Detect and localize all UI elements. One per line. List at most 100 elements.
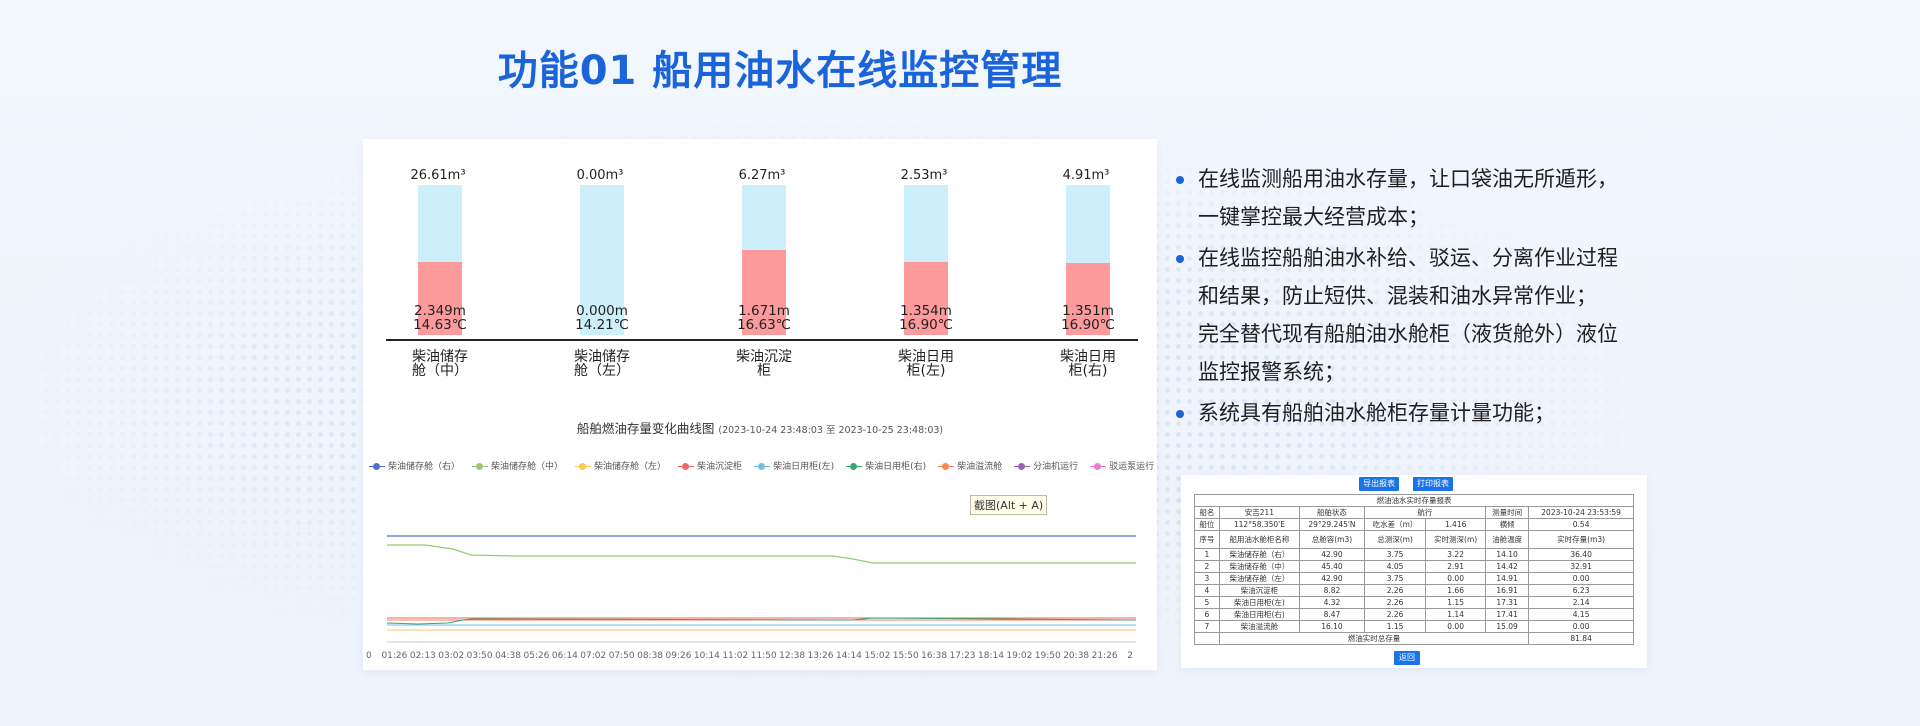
legend-item[interactable]: 驳运泵运行	[1090, 459, 1154, 472]
legend-item[interactable]: 柴油日用柜(右)	[846, 459, 926, 472]
line-chart-legend: 柴油储存舱（右） 柴油储存舱（中） 柴油储存舱（左） 柴油沉淀柜 柴油日用柜(左) 柴油日…	[363, 459, 1157, 472]
export-report-button[interactable]: 导出报表	[1359, 477, 1399, 491]
x-axis-tick-label: 21:26	[1092, 651, 1118, 661]
back-button[interactable]: 返回	[1394, 651, 1420, 665]
line-chart-title-text: 船舶燃油存量变化曲线图	[576, 421, 715, 436]
tank-fill	[418, 261, 462, 335]
tank-temp: 16.63℃	[737, 317, 791, 333]
report-data-cell: 3.22	[1425, 548, 1486, 561]
x-axis-tick-label: 19:50	[1035, 651, 1061, 661]
tank-volume: 0.00m³	[576, 168, 624, 183]
legend-item[interactable]: 柴油溢流舱	[938, 459, 1002, 472]
tank-name-line1: 柴油沉淀	[736, 349, 792, 365]
report-info-cell: 2023-10-24 23:53:59	[1528, 506, 1634, 519]
report-header-cell: 实时测深(m)	[1425, 530, 1486, 549]
tank-gauge[interactable]: 2.53m³ 1.354m 16.90℃ 柴油日用 柜(左)	[884, 139, 964, 389]
report-total-label: 燃油实时总存量	[1218, 632, 1530, 645]
tank-gauge[interactable]: 6.27m³ 1.671m 16.63℃ 柴油沉淀 柜	[722, 139, 802, 389]
x-axis-tick-label: 11:02	[722, 651, 748, 661]
feature-bullet: 一键掌控最大经营成本；	[1198, 205, 1429, 229]
x-axis-tick-label: 04:38	[495, 651, 521, 661]
print-report-button[interactable]: 打印报表	[1413, 477, 1453, 491]
report-data-cell: 14.42	[1484, 560, 1530, 573]
report-info-cell: 112°58.350'E	[1218, 518, 1301, 531]
report-data-cell: 4.05	[1363, 560, 1427, 573]
legend-item[interactable]: 分油机运行	[1014, 459, 1078, 472]
x-axis-tick-label: 07:02	[580, 651, 606, 661]
tank-body	[742, 185, 786, 335]
report-data-row: 6 柴油日用柜(右) 8.47 2.26 1.14 17.41 4.15	[1194, 608, 1634, 621]
legend-label: 柴油储存舱（右）	[388, 462, 461, 472]
report-data-cell: 32.91	[1528, 560, 1634, 573]
x-axis-tick-label: 07:50	[609, 651, 635, 661]
tank-body	[418, 185, 462, 335]
x-axis-tick-label: 16:38	[921, 651, 947, 661]
report-data-cell: 36.40	[1528, 548, 1634, 561]
x-axis-tick-label: 03:02	[438, 651, 464, 661]
tank-baseline	[386, 339, 1138, 341]
report-data-cell: 4.32	[1299, 596, 1365, 609]
legend-label: 驳运泵运行	[1109, 462, 1155, 472]
report-info-cell: 船名	[1194, 506, 1220, 519]
tank-name-line2: 柜	[757, 363, 771, 379]
report-data-cell: 8.47	[1299, 608, 1365, 621]
legend-marker-icon	[678, 463, 695, 470]
tank-body	[904, 185, 948, 335]
legend-item[interactable]: 柴油储存舱（右）	[369, 459, 460, 472]
report-data-cell: 1.15	[1425, 596, 1486, 609]
report-data-row: 4 柴油沉淀柜 8.82 2.26 1.66 16.91 6.23	[1194, 584, 1634, 597]
tank-name-line2: 舱（中）	[412, 363, 468, 379]
report-header-row: 序号 船用油水舱柜名称 总舱容(m3) 总测深(m) 实时测深(m) 油舱温度 …	[1194, 530, 1634, 549]
legend-item[interactable]: 柴油储存舱（左）	[575, 459, 666, 472]
report-info-row: 船位 112°58.350'E 29°29.245'N 吃水差（m） 1.416…	[1194, 518, 1634, 531]
report-header-cell: 序号	[1194, 530, 1220, 549]
report-info-cell: 0.54	[1528, 518, 1634, 531]
line-chart-title: 船舶燃油存量变化曲线图 (2023-10-24 23:48:03 至 2023-…	[363, 418, 1157, 437]
x-axis-tick-label: 09:26	[666, 651, 692, 661]
tank-temp: 16.90℃	[1061, 317, 1115, 333]
report-data-cell: 柴油溢流舱	[1218, 620, 1301, 633]
screenshot-button[interactable]: 截图(Alt + A)	[970, 495, 1048, 515]
report-info-cell: 安吉211	[1218, 506, 1301, 519]
report-data-cell: 6	[1194, 608, 1220, 621]
tank-gauge[interactable]: 0.00m³ 0.000m 14.21℃ 柴油储存 舱（左）	[560, 139, 640, 389]
legend-item[interactable]: 柴油储存舱（中）	[472, 459, 563, 472]
feature-bullet: 和结果，防止短供、混装和油水异常作业；	[1198, 284, 1597, 308]
report-data-row: 1 柴油储存舱（右） 42.90 3.75 3.22 14.10 36.40	[1194, 548, 1634, 561]
report-total-row: 燃油实时总存量 81.84	[1194, 632, 1634, 645]
report-data-cell: 0.00	[1528, 572, 1634, 585]
x-axis-tick-label: 2	[1127, 651, 1133, 661]
report-total-value: 81.84	[1528, 632, 1634, 645]
legend-item[interactable]: 柴油日用柜(左)	[754, 459, 834, 472]
x-axis-tick-label: 11:50	[751, 651, 777, 661]
report-data-cell: 42.90	[1299, 572, 1365, 585]
page-title: 功能01 船用油水在线监控管理	[497, 48, 1063, 94]
x-axis-ticks: 0 01:26 02:13 03:02 03:50 04:38 05:26 06:14 07:0…	[366, 651, 1133, 661]
report-info-cell: 船舶状态	[1299, 506, 1365, 519]
x-axis-tick-label: 03:50	[467, 651, 493, 661]
legend-item[interactable]: 柴油沉淀柜	[678, 459, 742, 472]
report-data-cell: 2.14	[1528, 596, 1634, 609]
feature-bullet-list: 在线监测船用油水存量，让口袋油无所遁形， 一键掌控最大经营成本； 在线监控船舶油水补…	[1170, 160, 1640, 432]
monitor-panel: 26.61m³ 2.349m 14.63℃ 柴油储存 舱（中） 0.00m³ 0…	[363, 139, 1157, 670]
x-axis-tick-label: 18:14	[978, 651, 1004, 661]
feature-bullet: 系统具有船舶油水舱柜存量计量功能；	[1170, 394, 1640, 432]
tank-volume: 26.61m³	[410, 168, 466, 183]
report-data-cell: 2.91	[1425, 560, 1486, 573]
tank-fill	[904, 261, 948, 335]
report-data-cell: 14.91	[1484, 572, 1530, 585]
report-data-cell: 7	[1194, 620, 1220, 633]
report-data-cell: 2.26	[1363, 596, 1427, 609]
report-data-cell: 柴油储存舱（左）	[1218, 572, 1301, 585]
tank-gauge[interactable]: 4.91m³ 1.351m 16.90℃ 柴油日用 柜(右)	[1046, 139, 1126, 389]
report-data-row: 5 柴油日用柜(左) 4.32 2.26 1.15 17.31 2.14	[1194, 596, 1634, 609]
legend-label: 柴油日用柜(左)	[773, 462, 835, 472]
tank-name-line1: 柴油日用	[898, 349, 954, 365]
tank-name-line1: 柴油日用	[1060, 349, 1116, 365]
report-data-cell: 14.10	[1484, 548, 1530, 561]
legend-label: 柴油日用柜(右)	[865, 462, 927, 472]
report-data-cell: 0.00	[1528, 620, 1634, 633]
tank-gauge[interactable]: 26.61m³ 2.349m 14.63℃ 柴油储存 舱（中）	[398, 139, 478, 389]
feature-bullet: 在线监控船舶油水补给、驳运、分离作业过程	[1170, 239, 1640, 277]
report-data-cell: 4.15	[1528, 608, 1634, 621]
